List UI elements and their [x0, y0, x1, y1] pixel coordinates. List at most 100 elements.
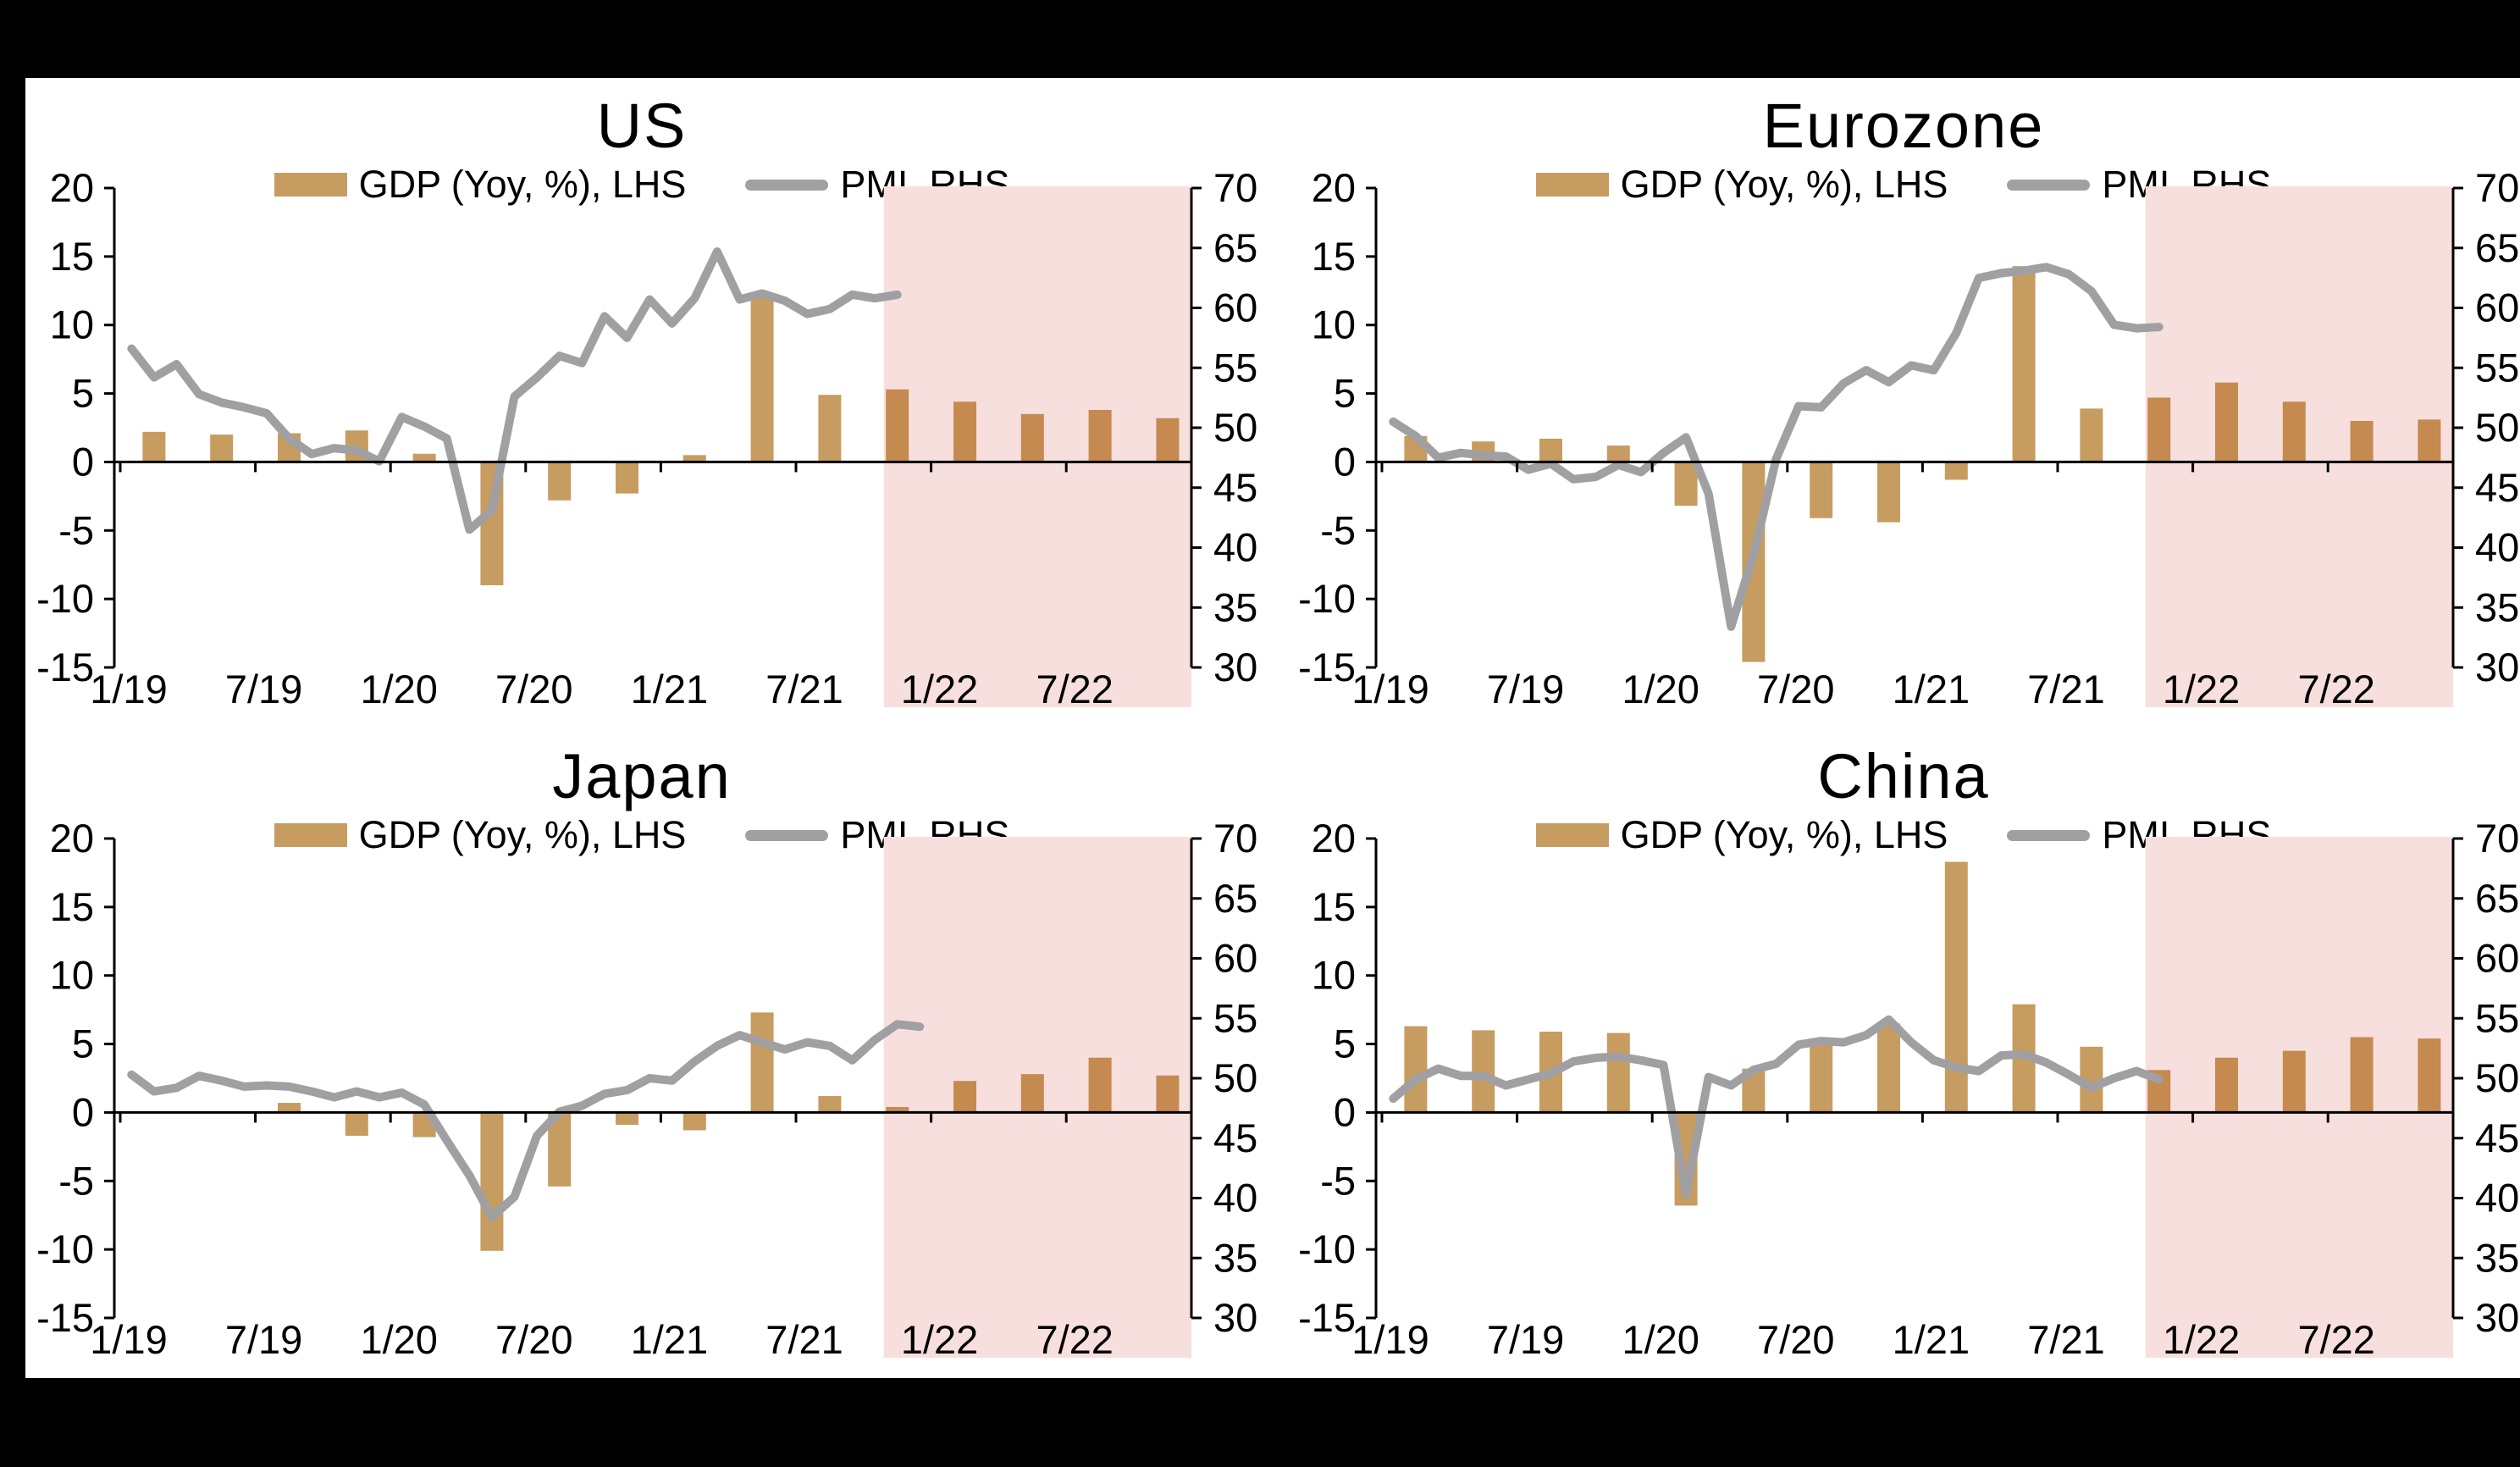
gdp-bar: [953, 1081, 976, 1113]
x-axis-tick-label: 7/20: [495, 1317, 572, 1362]
x-axis-tick-label: 7/21: [2027, 1317, 2104, 1362]
gdp-bar: [1810, 1045, 1833, 1113]
x-axis-tick-label: 1/22: [2163, 1317, 2240, 1362]
right-axis-tick-label: 70: [1213, 165, 1257, 210]
left-axis-tick-label: -5: [58, 507, 94, 552]
x-axis-tick-label: 1/19: [1351, 667, 1429, 711]
left-axis-tick-label: -10: [36, 576, 94, 621]
pmi-line-swatch-icon: [745, 829, 829, 841]
left-axis-tick-label: 15: [1312, 884, 1356, 929]
left-axis-tick-label: -5: [1320, 1158, 1356, 1203]
right-axis-tick-label: 50: [1213, 405, 1257, 450]
left-axis-tick-label: 10: [1312, 953, 1356, 998]
right-axis-tick-label: 30: [2475, 645, 2519, 689]
legend-china: GDP (Yoy, %), LHS PMI, RHS: [1287, 813, 2520, 857]
legend-gdp-label: GDP (Yoy, %), LHS: [1620, 163, 1948, 206]
right-axis-tick-label: 40: [1213, 1176, 1257, 1221]
right-axis-tick-label: 35: [2475, 1235, 2519, 1280]
right-axis-tick-label: 65: [2475, 225, 2519, 270]
gdp-bar: [2012, 266, 2036, 462]
right-axis-tick-label: 55: [2475, 345, 2519, 390]
gdp-bar: [750, 1012, 774, 1113]
left-axis-tick-label: 10: [1312, 302, 1356, 347]
gdp-bar-swatch-icon: [1535, 823, 1609, 847]
gdp-bar-swatch-icon: [274, 173, 347, 197]
right-axis-tick-label: 50: [2475, 405, 2519, 450]
right-axis-tick-label: 45: [1213, 465, 1257, 510]
right-axis-tick-label: 60: [2475, 285, 2519, 330]
left-axis-tick-label: 15: [50, 234, 94, 279]
right-axis-tick-label: 30: [2475, 1295, 2519, 1340]
right-axis-tick-label: 65: [2475, 876, 2519, 921]
x-axis-tick-label: 7/22: [1036, 667, 1113, 711]
pmi-line-swatch-icon: [2007, 829, 2091, 841]
gdp-bar: [750, 295, 774, 462]
gdp-bar: [818, 1096, 842, 1113]
gdp-bar: [2215, 1057, 2238, 1113]
legend-gdp-label: GDP (Yoy, %), LHS: [358, 813, 687, 856]
gdp-bar: [1606, 1032, 1630, 1113]
legend-eurozone: GDP (Yoy, %), LHS PMI, RHS: [1287, 163, 2520, 207]
left-axis-tick-label: 20: [1312, 816, 1356, 861]
gdp-bar: [2080, 408, 2103, 462]
chart-title-japan: Japan: [552, 741, 732, 811]
gdp-bar: [1877, 1023, 1900, 1113]
right-axis-tick-label: 40: [1213, 525, 1257, 570]
gdp-bar: [548, 462, 572, 501]
chart-china: China GDP (Yoy, %), LHS PMI, RHS 20 15 10 5…: [1287, 728, 2520, 1379]
x-axis-tick-label: 1/20: [1622, 667, 1699, 711]
pmi-line: [1389, 263, 2164, 631]
gdp-bar: [1674, 462, 1698, 507]
x-axis-tick-label: 1/21: [1893, 1317, 1970, 1362]
left-axis-tick-label: 10: [50, 953, 94, 998]
gdp-bar: [1156, 418, 1180, 462]
right-axis-tick-label: 65: [1213, 876, 1257, 921]
right-axis-tick-label: 30: [1213, 645, 1257, 689]
gdp-bar: [2215, 382, 2238, 462]
x-axis-tick-label: 1/20: [360, 1317, 437, 1362]
gdp-bar: [1020, 413, 1044, 462]
gdp-bar: [2282, 1050, 2306, 1113]
chart-us: US GDP (Yoy, %), LHS PMI, RHS 20 15 10 5 0 -5…: [25, 78, 1258, 728]
gdp-bar: [2418, 1038, 2441, 1113]
left-axis-tick-label: -15: [1298, 1295, 1356, 1340]
x-axis-tick-label: 7/20: [1757, 667, 1834, 711]
left-axis-tick-label: 20: [50, 816, 94, 861]
x-axis-tick-label: 1/19: [90, 1317, 167, 1362]
x-axis-tick-label: 7/20: [495, 667, 572, 711]
gdp-bar: [210, 435, 234, 462]
x-axis-tick-label: 1/19: [90, 667, 167, 711]
gdp-bar: [953, 401, 976, 462]
gdp-bar: [412, 453, 436, 462]
legend-gdp-label: GDP (Yoy, %), LHS: [1620, 813, 1948, 856]
gdp-bar: [682, 1112, 706, 1131]
gdp-bar: [1944, 462, 1968, 480]
pmi-line: [127, 247, 902, 534]
gdp-bar: [142, 431, 166, 462]
gdp-bar: [1088, 409, 1112, 462]
right-axis-tick-label: 70: [1213, 816, 1257, 861]
right-axis-tick-label: 35: [2475, 584, 2519, 629]
right-axis-tick-label: 50: [2475, 1055, 2519, 1100]
gdp-bar: [1088, 1057, 1112, 1113]
x-axis-tick-label: 1/22: [2163, 667, 2240, 711]
x-axis-tick-label: 1/22: [901, 667, 978, 711]
gdp-bar: [2350, 420, 2374, 462]
right-axis-tick-label: 35: [1213, 584, 1257, 629]
gdp-bar-swatch-icon: [274, 823, 347, 847]
legend-japan: GDP (Yoy, %), LHS PMI, RHS: [25, 813, 1258, 857]
right-axis-tick-label: 55: [2475, 995, 2519, 1040]
right-axis-tick-label: 45: [1213, 1115, 1257, 1160]
gdp-bar: [1606, 446, 1630, 462]
gdp-bar: [616, 1112, 638, 1125]
left-axis-tick-label: 0: [72, 1089, 94, 1134]
right-axis-tick-label: 55: [1213, 345, 1257, 390]
x-axis-tick-label: 1/21: [631, 1317, 708, 1362]
right-axis-tick-label: 70: [2475, 165, 2519, 210]
gdp-bar: [818, 395, 842, 462]
right-axis-tick-label: 50: [1213, 1055, 1257, 1100]
x-axis-tick-label: 7/19: [1487, 667, 1564, 711]
left-axis-tick-label: -10: [1298, 576, 1356, 621]
